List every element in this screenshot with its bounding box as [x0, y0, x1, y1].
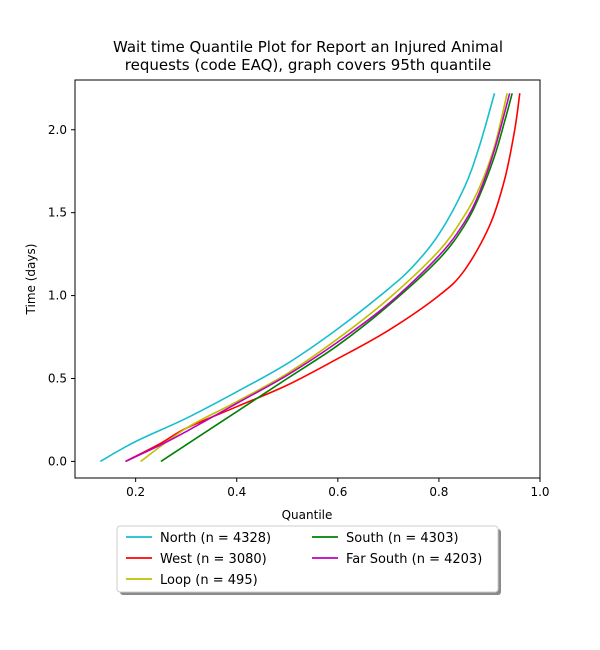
x-tick-label: 0.2: [126, 485, 145, 499]
y-tick-label: 2.0: [48, 123, 67, 137]
x-tick-label: 0.4: [227, 485, 246, 499]
series-lines: [99, 93, 521, 463]
y-tick-label: 1.0: [48, 289, 67, 303]
legend-label-2: West (n = 3080): [160, 552, 267, 567]
legend-label-4: South (n = 4303): [346, 531, 459, 546]
y-axis-label: Time (days): [24, 244, 38, 316]
legend: North (n = 4328) West (n = 3080) Loop (n =…: [116, 525, 501, 595]
y-axis-ticks: 0.0 0.5 1.0 1.5 2.0: [48, 123, 75, 468]
x-tick-label: 0.8: [429, 485, 448, 499]
y-tick-label: 0.0: [48, 454, 67, 468]
chart-title-line-2: requests (code EAQ), graph covers 95th q…: [125, 56, 491, 74]
series-line-2: [125, 93, 521, 463]
series-line-4: [160, 93, 513, 463]
x-axis-ticks: 0.2 0.4 0.6 0.8 1.0: [126, 478, 550, 499]
plot-frame: [74, 79, 541, 479]
x-tick-label: 0.6: [328, 485, 347, 499]
series-line-1: [99, 93, 496, 463]
chart-title-line-1: Wait time Quantile Plot for Report an In…: [113, 38, 503, 56]
y-tick-label: 1.5: [48, 206, 67, 220]
legend-box: [116, 525, 499, 593]
x-tick-label: 1.0: [530, 485, 549, 499]
series-line-3: [140, 93, 508, 463]
legend-label-1: North (n = 4328): [160, 531, 271, 546]
series-line-5: [125, 93, 511, 463]
legend-label-3: Loop (n = 495): [160, 573, 258, 588]
legend-label-5: Far South (n = 4203): [346, 552, 482, 567]
y-tick-label: 0.5: [48, 372, 67, 386]
x-axis-label: Quantile: [282, 508, 333, 522]
